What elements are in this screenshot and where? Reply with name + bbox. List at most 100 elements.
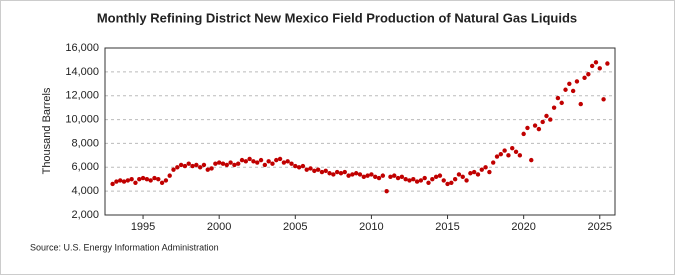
data-point: [399, 174, 405, 180]
y-tick-label: 8,000: [71, 137, 99, 149]
data-point: [506, 153, 511, 158]
data-point: [258, 157, 264, 163]
data-point: [167, 173, 172, 178]
data-point: [471, 169, 477, 175]
data-point: [304, 167, 309, 172]
data-point: [513, 149, 519, 154]
data-point: [125, 178, 131, 183]
data-point: [277, 156, 283, 162]
data-point: [255, 160, 260, 165]
data-point: [411, 177, 416, 182]
data-point: [236, 161, 241, 166]
chart-title: Monthly Refining District New Mexico Fie…: [97, 10, 577, 25]
data-point: [437, 173, 443, 178]
data-point: [597, 66, 602, 71]
data-point: [197, 165, 203, 170]
data-point: [118, 178, 123, 183]
data-point: [171, 167, 176, 172]
data-point: [140, 175, 146, 181]
data-point: [605, 61, 610, 66]
data-point: [498, 151, 504, 157]
x-tick-label: 1995: [131, 221, 155, 233]
data-point: [479, 167, 484, 172]
data-point: [593, 60, 599, 65]
data-point: [148, 178, 153, 183]
data-point: [285, 159, 290, 164]
data-point: [536, 126, 542, 132]
data-point: [315, 167, 321, 172]
data-point: [445, 181, 450, 187]
data-point: [551, 105, 557, 110]
x-tick-label: 2025: [588, 221, 612, 233]
y-tick-label: 6,000: [71, 161, 99, 173]
data-point: [418, 178, 424, 183]
data-point: [224, 162, 229, 168]
plot-area: [104, 47, 616, 216]
y-tick-label: 14,000: [65, 66, 99, 78]
y-tick-label: 12,000: [65, 90, 99, 102]
data-point: [414, 179, 420, 184]
data-point: [529, 157, 534, 163]
data-point: [338, 171, 344, 176]
x-tick-label: 2000: [207, 221, 231, 233]
data-point: [422, 175, 427, 181]
data-point: [532, 123, 538, 128]
data-point: [129, 177, 134, 182]
y-tick-label: 16,000: [65, 42, 99, 54]
data-point: [182, 163, 188, 169]
data-point: [392, 173, 397, 178]
data-point: [228, 160, 233, 165]
data-point: [468, 171, 473, 176]
data-point: [296, 165, 302, 170]
data-point: [540, 119, 545, 125]
data-point: [346, 173, 351, 178]
data-point: [567, 81, 572, 86]
data-point: [563, 87, 568, 92]
data-point: [353, 171, 359, 176]
data-point: [213, 161, 218, 166]
data-point: [491, 160, 496, 165]
data-point: [319, 169, 325, 175]
data-point: [365, 173, 370, 178]
y-tick-label: 10,000: [65, 113, 99, 125]
x-tick-label: 2010: [359, 221, 383, 233]
x-tick-label: 2005: [283, 221, 307, 233]
data-point: [376, 175, 382, 181]
data-point: [361, 174, 367, 180]
data-point: [578, 101, 583, 107]
data-point: [483, 165, 488, 170]
data-point: [449, 180, 454, 185]
data-point: [144, 177, 150, 182]
data-point: [270, 161, 275, 166]
data-point: [289, 161, 294, 166]
data-point: [373, 174, 378, 180]
data-point: [175, 165, 180, 170]
data-point: [475, 172, 481, 177]
data-point: [384, 188, 389, 194]
data-point: [464, 178, 469, 183]
data-point: [178, 162, 184, 168]
y-axis-label: Thousand Barrels: [41, 87, 53, 174]
data-point: [403, 177, 408, 182]
data-point: [186, 161, 191, 166]
data-point: [433, 174, 439, 180]
data-point: [274, 157, 279, 163]
x-tick-label: 2020: [511, 221, 535, 233]
data-point: [205, 167, 210, 172]
data-point: [331, 172, 336, 177]
data-point: [137, 177, 142, 182]
data-point: [262, 162, 268, 168]
data-point: [216, 160, 222, 165]
data-point: [460, 174, 465, 180]
data-point: [502, 148, 507, 153]
data-point: [452, 177, 458, 182]
data-point: [555, 95, 561, 101]
data-point: [510, 146, 515, 151]
source-note: Source: U.S. Energy Information Administ…: [30, 242, 219, 252]
data-point: [300, 163, 306, 169]
data-point: [574, 79, 580, 84]
data-point: [559, 100, 564, 106]
data-point: [232, 162, 237, 168]
data-point: [570, 88, 576, 94]
